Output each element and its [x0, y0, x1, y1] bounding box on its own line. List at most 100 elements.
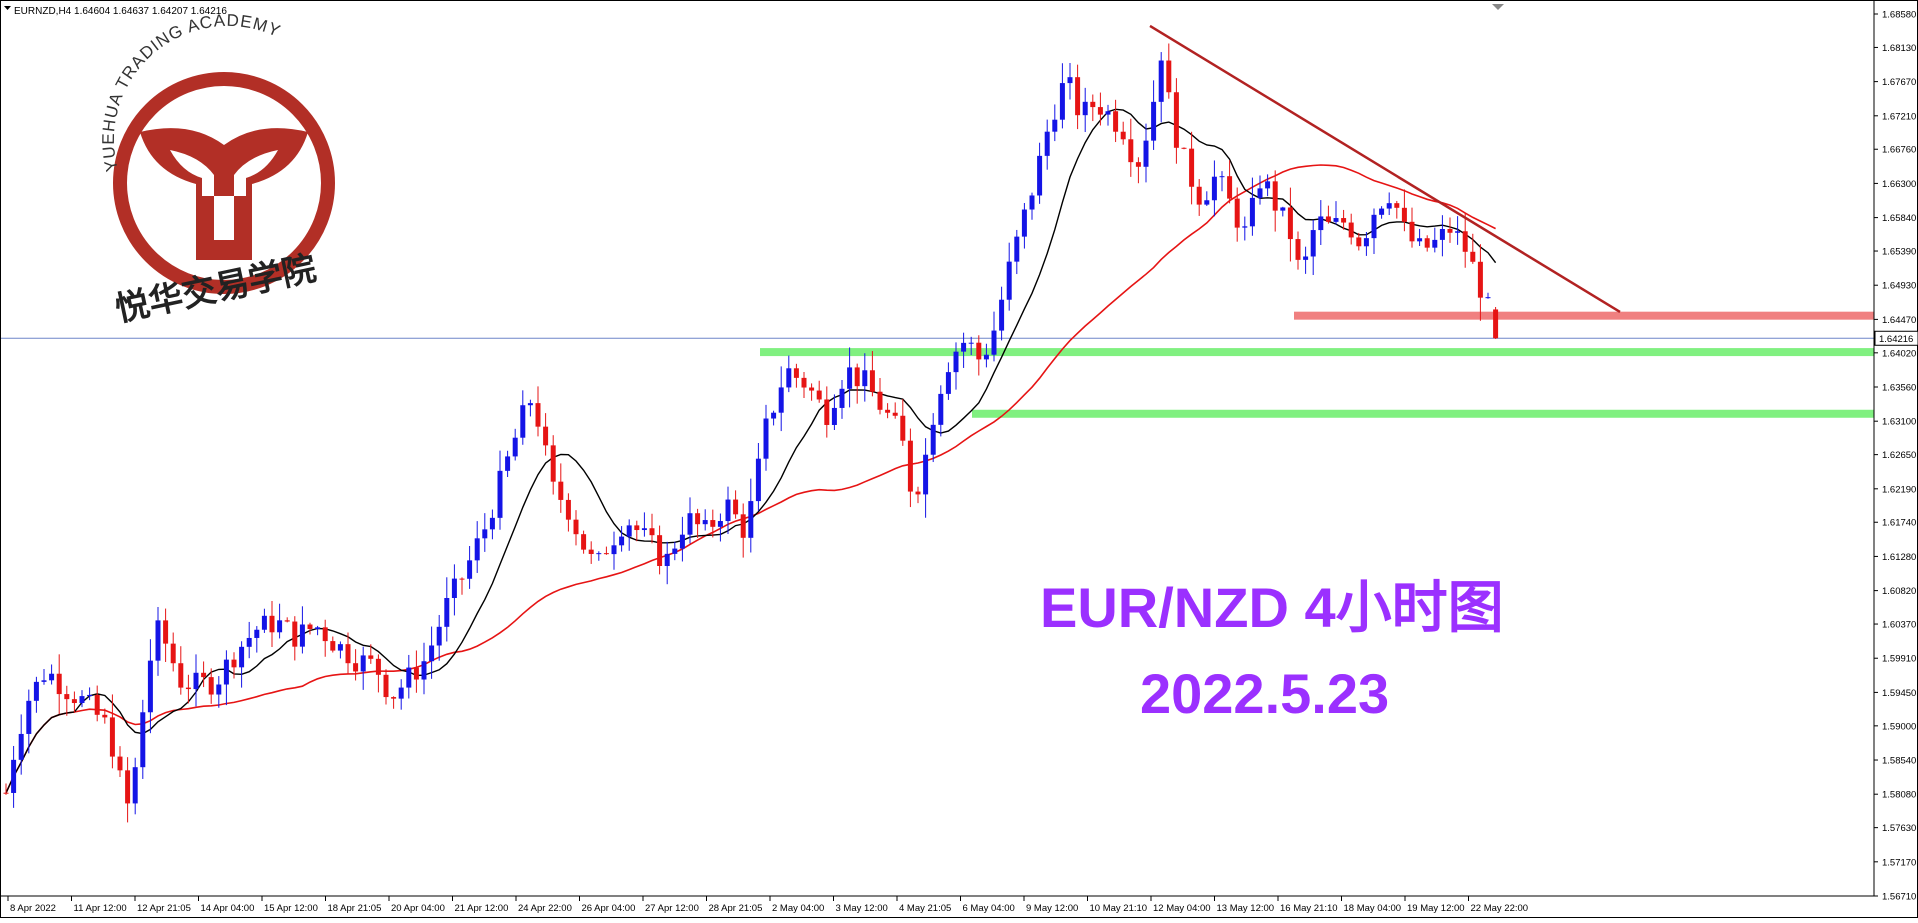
candle — [1128, 118, 1134, 177]
candle — [1189, 131, 1195, 205]
candle — [748, 478, 754, 553]
candle-body — [1067, 77, 1073, 84]
y-tick-label: 1.57170 — [1882, 857, 1916, 868]
x-tick-label: 15 Apr 12:00 — [264, 903, 318, 914]
candle — [269, 600, 275, 647]
candle — [945, 362, 951, 400]
candle — [1151, 80, 1157, 150]
candle-body — [474, 538, 480, 561]
candle-body — [1363, 238, 1369, 247]
y-tick-label: 1.65840 — [1882, 213, 1916, 224]
candle — [1363, 231, 1369, 256]
y-tick-label: 1.68580 — [1882, 10, 1916, 21]
candle-body — [1341, 218, 1347, 223]
candle-body — [755, 458, 761, 502]
candle — [831, 394, 837, 431]
candle — [315, 625, 321, 636]
candle-body — [1211, 176, 1217, 201]
candle-body — [185, 687, 191, 690]
candle-body — [505, 456, 511, 471]
candle-body — [603, 553, 609, 555]
candle-body — [140, 712, 146, 768]
candle — [771, 410, 777, 426]
candle — [847, 347, 853, 408]
candle-body — [1348, 222, 1354, 238]
candle-body — [18, 733, 24, 760]
candle — [391, 696, 397, 709]
candle-body — [763, 418, 769, 459]
candle-body — [1295, 239, 1301, 260]
candle — [216, 676, 222, 708]
candle — [1409, 207, 1415, 248]
candle — [1379, 206, 1385, 219]
y-tick-label: 1.56710 — [1882, 892, 1916, 903]
candle-body — [634, 525, 640, 531]
candle — [573, 510, 579, 546]
level-band — [760, 348, 1874, 357]
candle — [649, 513, 655, 544]
y-tick-label: 1.60820 — [1882, 586, 1916, 597]
candle-body — [1371, 214, 1377, 239]
candle — [1424, 235, 1430, 252]
candle — [862, 353, 868, 402]
candle-body — [976, 342, 982, 360]
candle — [79, 690, 85, 708]
candle — [725, 486, 731, 534]
y-tick-label: 1.59910 — [1882, 654, 1916, 665]
candle — [596, 551, 602, 561]
candle — [702, 509, 708, 531]
candle-body — [793, 368, 799, 378]
candle-body — [991, 330, 997, 355]
candle — [1021, 203, 1027, 249]
candle-body — [1432, 239, 1438, 248]
candle-body — [246, 637, 252, 647]
candle — [1135, 157, 1141, 184]
level-band — [1294, 311, 1874, 320]
candle-body — [824, 399, 830, 425]
x-tick-label: 19 May 12:00 — [1407, 903, 1465, 914]
y-tick-label: 1.68130 — [1882, 43, 1916, 54]
candle — [558, 463, 564, 513]
y-tick-label: 1.63100 — [1882, 417, 1916, 428]
candle-body — [1455, 231, 1461, 233]
candle-body — [1265, 181, 1271, 189]
resistance-trendline — [1149, 24, 1621, 314]
candle-body — [611, 545, 617, 555]
candle-body — [94, 694, 100, 715]
candle-body — [885, 409, 891, 413]
candle-body — [353, 663, 359, 672]
candle — [983, 343, 989, 368]
candle-body — [520, 405, 526, 438]
candle — [1242, 216, 1248, 241]
candle — [733, 490, 739, 519]
candle-body — [733, 499, 739, 515]
candle — [201, 661, 207, 688]
x-tick-label: 18 May 04:00 — [1344, 903, 1402, 914]
candle-body — [322, 627, 328, 642]
x-tick-label: 4 May 21:05 — [899, 903, 951, 914]
candle-body — [1173, 92, 1179, 148]
candle-body — [413, 667, 419, 680]
candle-body — [983, 354, 989, 360]
candle-body — [284, 620, 290, 622]
dropdown-triangle-icon[interactable] — [4, 6, 11, 10]
candle-body — [1303, 256, 1309, 260]
candle — [11, 745, 17, 808]
candle — [930, 413, 936, 463]
candle — [413, 650, 419, 693]
candle — [26, 689, 32, 754]
candle — [178, 646, 184, 695]
y-tick-label: 1.58540 — [1882, 756, 1916, 767]
candle-body — [109, 717, 115, 757]
candles-layer — [3, 43, 1499, 823]
y-tick-label: 1.66760 — [1882, 145, 1916, 156]
candle-body — [710, 520, 716, 527]
candle-body — [915, 491, 921, 495]
candle-body — [451, 578, 457, 598]
candle — [1265, 174, 1271, 197]
candle — [550, 435, 556, 495]
candle — [816, 380, 822, 403]
symbol-header: EURNZD,H4 1.64604 1.64637 1.64207 1.6421… — [14, 6, 227, 17]
